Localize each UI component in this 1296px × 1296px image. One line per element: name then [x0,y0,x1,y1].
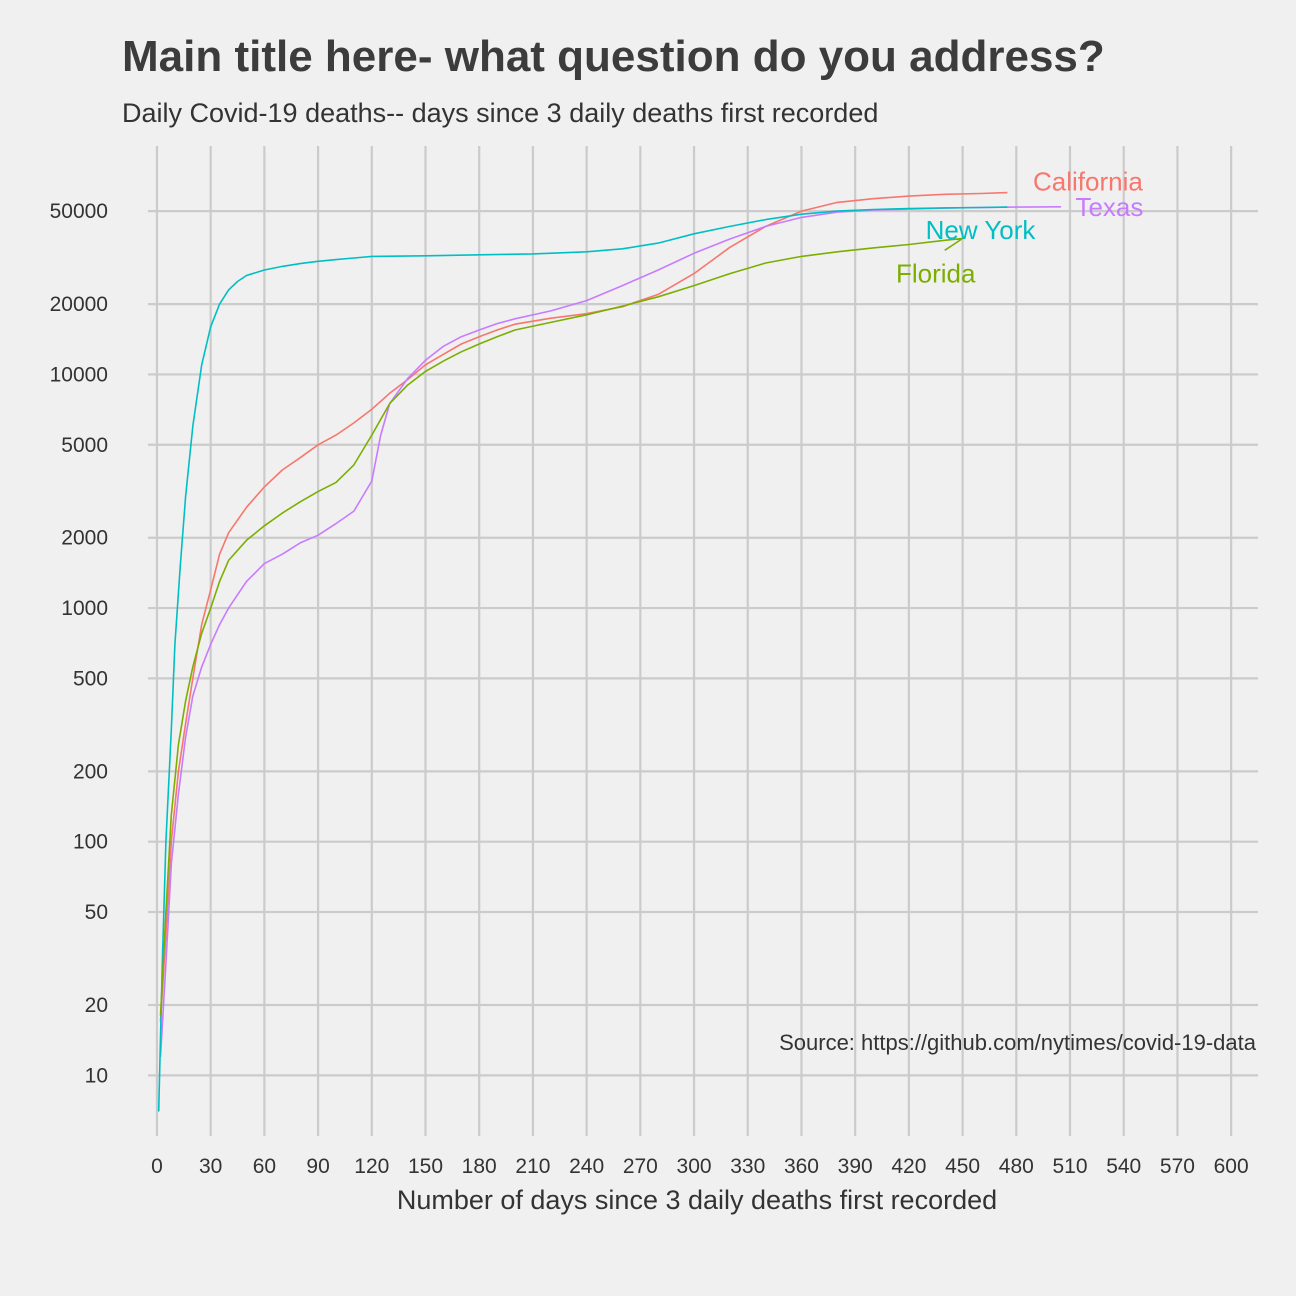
x-tick-label: 60 [253,1155,276,1178]
y-tick-label: 20 [85,994,108,1017]
x-tick-label: 150 [408,1155,443,1178]
y-tick-label: 20000 [50,293,108,316]
x-tick-label: 360 [784,1155,819,1178]
chart-caption: Source: https://github.com/nytimes/covid… [779,1030,1256,1055]
y-tick-label: 1000 [61,597,108,620]
y-tick-label: 10 [85,1064,108,1087]
x-tick-label: 0 [151,1155,163,1178]
x-tick-label: 570 [1160,1155,1195,1178]
series-label-california: California [1033,166,1143,196]
x-tick-label: 270 [623,1155,658,1178]
x-tick-label: 510 [1052,1155,1087,1178]
x-tick-label: 390 [838,1155,873,1178]
y-tick-label: 50000 [50,200,108,223]
x-tick-label: 330 [730,1155,765,1178]
y-tick-label: 10000 [50,363,108,386]
series-label-new-york: New York [926,215,1037,245]
x-tick-label: 450 [945,1155,980,1178]
series-line-florida [159,237,964,1016]
y-tick-label: 200 [73,760,108,783]
gridlines [148,146,1258,1136]
y-tick-label: 100 [73,831,108,854]
y-tick-label: 500 [73,667,108,690]
x-axis-title: Number of days since 3 daily deaths firs… [397,1185,997,1215]
x-tick-label: 30 [199,1155,222,1178]
series-line-texas [159,206,1062,1057]
x-axis-ticks: 0 30 60 90 120 150 180 210 240 270 300 330 360 390 420… [151,1155,1249,1178]
x-tick-label: 180 [462,1155,497,1178]
series-line-california [159,191,1008,1022]
series-label-texas: Texas [1075,192,1143,222]
y-axis-ticks: 10 20 50 100 200 500 1000 2000 5000 10000 20000 500… [50,200,108,1087]
x-tick-label: 120 [354,1155,389,1178]
x-tick-label: 90 [306,1155,329,1178]
x-tick-label: 600 [1214,1155,1249,1178]
x-tick-label: 300 [677,1155,712,1178]
x-tick-label: 420 [891,1155,926,1178]
series-lines [157,191,1062,1112]
x-tick-label: 240 [569,1155,604,1178]
x-tick-label: 540 [1106,1155,1141,1178]
x-tick-label: 480 [999,1155,1034,1178]
y-tick-label: 2000 [61,527,108,550]
y-tick-label: 50 [85,901,108,924]
chart-subtitle: Daily Covid-19 deaths-- days since 3 dai… [122,98,879,128]
series-label-florida: Florida [896,259,976,289]
chart-title: Main title here- what question do you ad… [122,32,1105,81]
y-tick-label: 5000 [61,434,108,457]
x-tick-label: 210 [515,1155,550,1178]
series-line-new-york [157,206,1008,1112]
